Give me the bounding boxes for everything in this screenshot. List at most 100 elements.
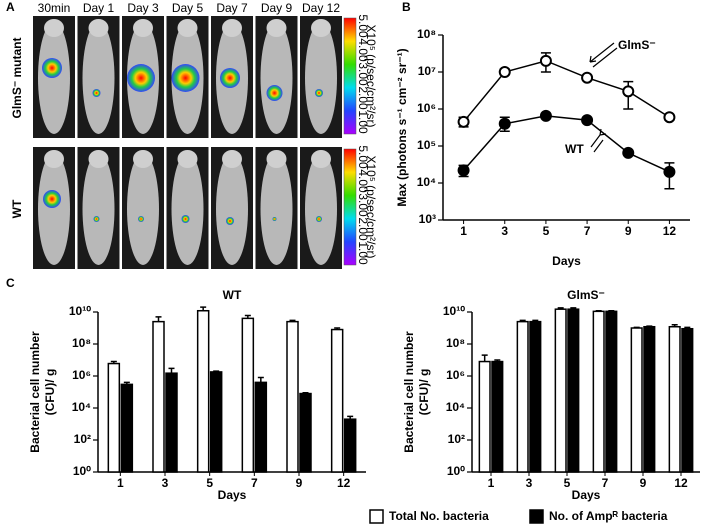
series-annotation: GlmS⁻: [618, 38, 656, 52]
bar: [196, 309, 210, 473]
colorbar-tick: 2.00: [356, 217, 370, 241]
signal: [43, 190, 61, 208]
error-bar: [168, 367, 175, 374]
annotation-arrow: [590, 128, 607, 153]
colorbar-tick: 1.00: [356, 110, 370, 134]
colorbar-label: X10⁵ (p/sec/cm²/sr): [364, 25, 378, 128]
signal: [315, 89, 323, 97]
marker: [539, 54, 552, 67]
mouse-head: [222, 150, 242, 168]
colorbar-tick: 5.00: [356, 14, 370, 38]
y-tick-label: 10⁶: [72, 368, 91, 382]
row-label: GlmS⁻ mutant: [10, 37, 24, 118]
y-tick-label: 10⁴: [72, 400, 91, 414]
mouse-head: [311, 19, 331, 37]
mouse-head: [133, 19, 153, 37]
y-axis-label: (CFU)/ g: [417, 369, 431, 416]
signal: [93, 216, 100, 222]
series-line: [463, 60, 670, 123]
mouse-head: [88, 19, 109, 37]
mouse-body: [260, 153, 293, 265]
mouse-body: [82, 153, 115, 265]
timepoint-label: Day 9: [261, 1, 293, 15]
signal: [266, 85, 283, 101]
bar: [209, 371, 223, 473]
signal: [220, 68, 240, 88]
error-bar: [481, 354, 488, 362]
panel-label: B: [402, 0, 411, 14]
y-tick-label: 10⁰: [447, 464, 465, 478]
x-tick-label: 1: [460, 224, 467, 238]
timepoint-label: Day 1: [83, 1, 115, 15]
y-tick-label: 10³: [419, 212, 436, 226]
mouse-body: [38, 22, 70, 134]
mouse-head: [222, 19, 242, 37]
mouse-body: [171, 153, 204, 265]
x-tick-label: 9: [296, 476, 303, 490]
x-axis-label: Days: [572, 488, 601, 502]
y-tick-label: 10²: [448, 432, 465, 446]
x-tick-label: 9: [625, 224, 632, 238]
bar: [605, 310, 618, 473]
mouse-body: [38, 153, 70, 265]
marker: [457, 115, 470, 128]
colorbar-tick: 2.00: [356, 86, 370, 110]
x-tick-label: 1: [488, 476, 495, 490]
bar: [668, 325, 681, 473]
marker: [457, 164, 470, 177]
mouse-head: [88, 150, 109, 168]
colorbar: [343, 148, 357, 266]
bar: [516, 320, 529, 473]
signal: [138, 216, 144, 222]
annotation-arrow: [589, 42, 618, 68]
signal: [181, 215, 190, 223]
marker: [581, 114, 594, 127]
legend-label: Total No. bacteria: [389, 509, 489, 523]
bar: [254, 381, 268, 473]
bar: [554, 308, 567, 473]
mouse-body: [260, 22, 293, 134]
colorbar-tick: 5.00: [356, 145, 370, 169]
x-tick-label: 7: [251, 476, 258, 490]
bar: [681, 327, 694, 473]
error-bar: [155, 316, 162, 322]
y-tick-label: 10¹⁰: [443, 304, 465, 318]
colorbar-tick: 3.00: [356, 62, 370, 86]
bar: [643, 325, 656, 473]
y-axis-label: (CFU)/ g: [43, 369, 57, 416]
bar: [343, 418, 357, 473]
x-tick-label: 12: [674, 476, 688, 490]
marker: [498, 66, 511, 78]
signal: [226, 217, 234, 225]
bar: [478, 360, 491, 473]
mouse-head: [44, 150, 64, 168]
bar: [491, 360, 504, 473]
bar: [120, 383, 134, 473]
colorbar-tick: 1.00: [356, 241, 370, 265]
mouse-body: [82, 22, 115, 134]
panel-label: A: [6, 0, 15, 14]
legend-swatch: [369, 509, 384, 524]
error-bar: [257, 376, 264, 383]
legend-label: No. of Ampᴿ bacteria: [549, 509, 668, 523]
y-tick-label: 10⁶: [446, 368, 465, 382]
signal: [92, 89, 101, 97]
chart-title: GlmS⁻: [567, 288, 605, 302]
bar: [630, 327, 643, 473]
bar: [567, 308, 580, 473]
mouse-head: [133, 150, 153, 168]
mouse-body: [305, 153, 337, 265]
timepoint-label: 30min: [38, 1, 71, 15]
x-axis-label: Days: [552, 254, 581, 268]
y-tick-label: 10⁸: [72, 336, 91, 350]
y-tick-label: 10⁷: [418, 64, 436, 78]
colorbar-tick: 4.00: [356, 169, 370, 193]
signal: [316, 216, 322, 222]
y-tick-label: 10⁸: [417, 27, 436, 41]
mouse-body: [305, 22, 337, 134]
mouse-head: [44, 19, 64, 37]
marker: [663, 165, 676, 178]
y-axis-label: Bacterial cell number: [28, 331, 42, 453]
signal: [42, 58, 62, 78]
